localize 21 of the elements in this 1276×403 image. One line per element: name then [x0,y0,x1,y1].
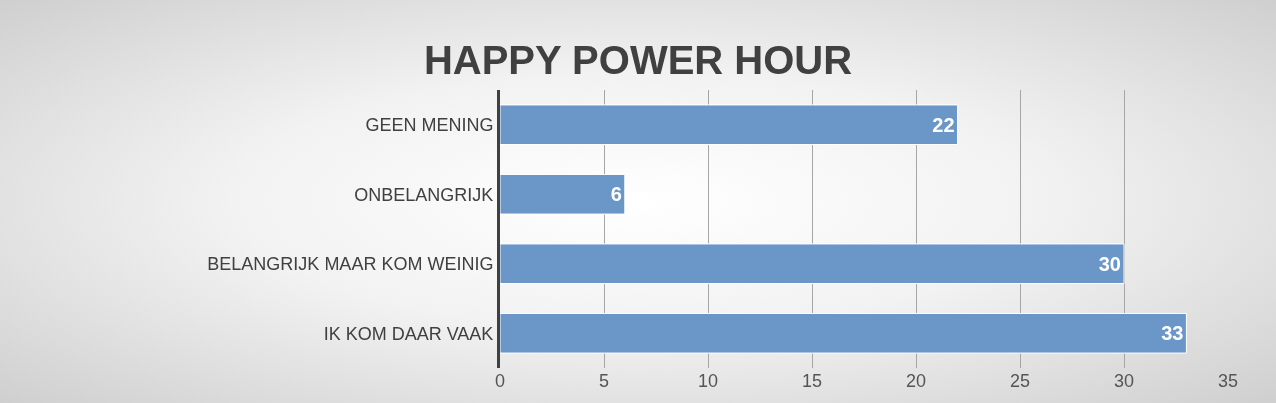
bar [500,243,1125,285]
x-tick-label: 35 [1217,371,1239,391]
x-tick-label: 0 [494,371,506,391]
x-tick-label: 10 [697,371,719,391]
x-tick-label: 20 [905,371,927,391]
x-tick-label: 15 [801,371,823,391]
x-tick-label: 30 [1113,371,1135,391]
x-tick-label: 25 [1009,371,1031,391]
data-label: 33 [1161,322,1184,345]
x-tick-label: 5 [598,371,610,391]
chart-title: HAPPY POWER HOUR [423,38,853,83]
y-tick-label: IK KOM DAAR VAAK [323,323,494,344]
y-tick-label: ONBELANGRIJK [354,184,494,205]
y-tick-label: BELANGRIJK MAAR KOM WEINIG [207,254,494,275]
data-label: 22 [932,113,955,136]
bar [500,312,1187,354]
data-label: 6 [610,183,622,206]
bar [500,173,626,215]
data-label: 30 [1098,252,1121,275]
bar [500,104,959,146]
y-tick-label: GEEN MENING [365,115,494,136]
